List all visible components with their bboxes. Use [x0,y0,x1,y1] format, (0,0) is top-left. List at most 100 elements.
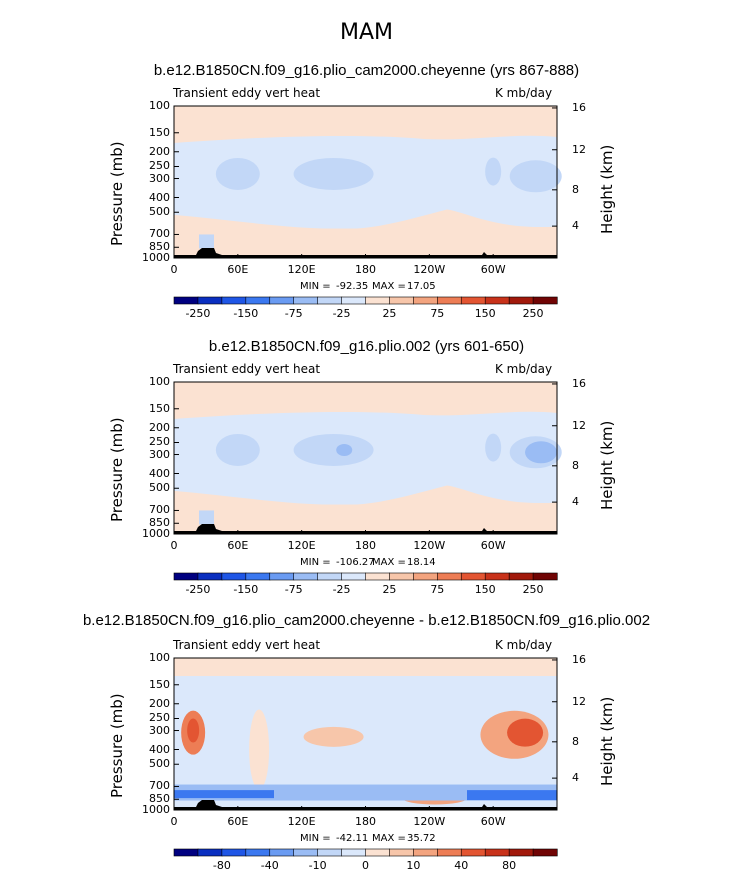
y-tick-label: 250 [149,159,170,173]
right-label: K mb/day [495,638,553,652]
topography [174,248,557,258]
y-right-tick-label: 8 [572,182,579,196]
y-right-tick-label: 16 [572,100,586,114]
contour-blob [187,718,200,743]
colorbar-label: 0 [362,859,369,872]
colorbar-swatch [389,296,414,305]
colorbar-swatch [269,296,295,305]
panel-title: b.e12.B1850CN.f09_g16.plio.002 (yrs 601-… [208,338,525,355]
colorbar-label: 150 [474,583,496,596]
contour-blob [485,433,502,462]
stats-max-label: MAX = [372,281,406,292]
surface-layer [174,504,557,534]
panel-title: b.e12.B1850CN.f09_g16.plio_cam2000.cheye… [153,62,580,79]
left-label: Transient eddy vert heat [173,362,321,376]
colorbar-label: 40 [454,859,469,872]
colorbar-swatch [413,572,438,581]
colorbar-swatch [413,296,438,305]
contour-blob [507,718,544,747]
negative-band [467,790,557,801]
left-label: Transient eddy vert heat [173,638,321,652]
x-tick-label: 120W [413,539,446,552]
colorbar-swatch [508,296,534,305]
colorbar-swatch [413,848,438,857]
colorbar-swatch [437,296,462,305]
contour-blob [293,157,374,190]
colorbar-label: -150 [233,307,259,320]
colorbar-swatch [365,848,391,857]
colorbar-swatch [293,848,319,857]
colorbar-swatch [389,848,414,857]
colorbar-swatch [293,296,319,305]
x-tick-label: 0 [170,815,178,828]
colorbar-swatch [365,572,391,581]
x-tick-label: 60E [227,263,249,276]
colorbar-label: -250 [185,583,211,596]
x-tick-label: 0 [170,539,178,552]
contour-blob [509,160,562,193]
surface-layer [174,228,557,258]
colorbar-swatch [293,572,319,581]
colorbar-swatch [197,848,223,857]
colorbar-label: 10 [406,859,421,872]
y-right-tick-label: 4 [572,219,579,233]
colorbar-label: 25 [382,307,397,320]
y-tick-label: 200 [149,420,170,434]
colorbar-label: -25 [332,307,351,320]
colorbar-swatch [341,848,367,857]
y-right-tick-label: 12 [572,694,586,708]
right-label: K mb/day [495,362,553,376]
y-tick-label: 100 [149,375,170,388]
x-tick-label: 180 [355,539,376,552]
y-tick-label: 200 [149,696,170,710]
colorbar-label: -80 [212,859,231,872]
colorbar-swatch [221,296,247,305]
colorbar-swatch [532,572,558,581]
stats-max-label: MAX = [372,833,406,844]
colorbar-label: -75 [284,583,303,596]
y-tick-label: 150 [149,677,170,691]
y-tick-label: 150 [149,401,170,415]
panel-title: b.e12.B1850CN.f09_g16.plio_cam2000.cheye… [82,612,651,629]
y-right-tick-label: 8 [572,458,579,472]
y-tick-label: 250 [149,435,170,449]
y-right-tick-label: 4 [572,771,579,785]
stats-max-label: MAX = [372,557,406,568]
colorbar-swatch [221,848,247,857]
colorbar-swatch [460,848,486,857]
contour-blob [249,709,270,790]
colorbar-swatch [173,848,199,857]
contour-blob [199,234,214,249]
colorbar-swatch [365,296,391,305]
y-tick-label: 300 [149,447,170,461]
x-tick-label: 60W [480,263,506,276]
colorbar-label: 250 [522,583,544,596]
panel-1 [173,105,562,305]
field-top [174,658,557,676]
y-tick-label: 400 [149,190,170,204]
colorbar-swatch [317,572,343,581]
colorbar-swatch [173,296,199,305]
stats-max: 17.05 [407,281,436,292]
colorbar-swatch [173,572,199,581]
x-tick-label: 0 [170,263,178,276]
y-tick-label: 1000 [142,527,170,540]
negative-band [174,790,274,799]
stats-min: -92.35 [336,281,369,292]
colorbar-swatch [269,572,295,581]
x-tick-label: 120E [287,539,316,552]
y-axis-title: Pressure (mb) [108,141,126,246]
colorbar-swatch [508,848,534,857]
x-tick-label: 120W [413,815,446,828]
colorbar-swatch [341,572,367,581]
y-right-tick-label: 16 [572,652,586,666]
colorbar-swatch [245,848,271,857]
colorbar-swatch [317,296,343,305]
x-tick-label: 120E [287,263,316,276]
topography [174,800,557,810]
stats-min: -106.27 [336,557,375,568]
y-tick-label: 700 [149,503,170,517]
left-label: Transient eddy vert heat [173,86,321,100]
colorbar-swatch [532,848,558,857]
